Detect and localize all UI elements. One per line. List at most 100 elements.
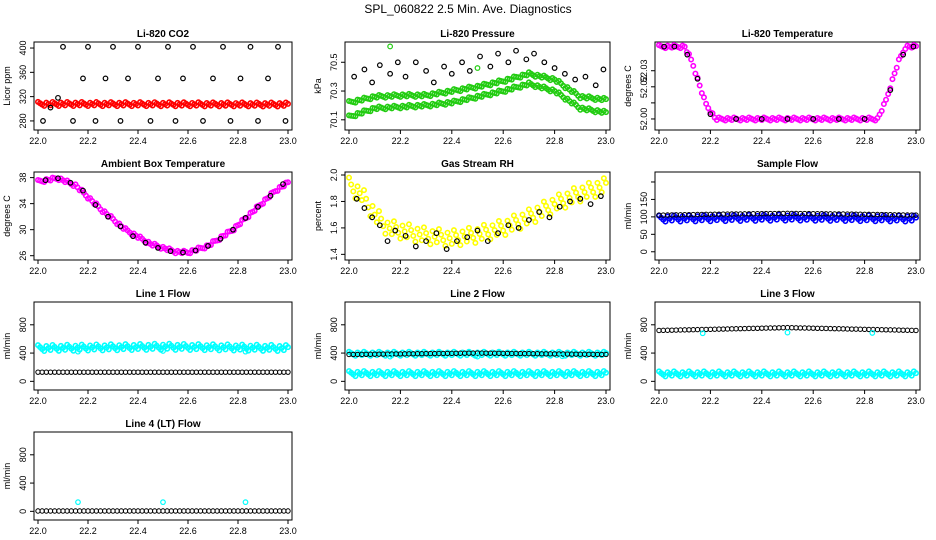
data-point (128, 347, 135, 354)
data-point (669, 327, 675, 333)
plot-frame (344, 301, 611, 391)
data-point (784, 329, 791, 336)
data-point (664, 327, 671, 333)
data-point (363, 195, 370, 202)
data-point (446, 235, 453, 242)
series-line4_out (75, 499, 249, 506)
panel-title: Line 1 Flow (136, 289, 191, 300)
y-axis-label: degrees C (623, 65, 633, 107)
data-point (559, 353, 566, 360)
data-point (448, 240, 455, 247)
series-pressure_upper (345, 69, 609, 106)
data-point (459, 59, 465, 66)
data-point (810, 325, 816, 331)
data-point (592, 193, 599, 200)
data-point (384, 238, 391, 245)
x-tick-label: 22.6 (494, 266, 512, 276)
plot-frame (33, 41, 293, 131)
data-point (414, 225, 421, 232)
x-tick-label: 23.0 (597, 396, 615, 406)
x-tick-label: 22.4 (443, 136, 461, 146)
data-point (487, 63, 494, 70)
data-point (566, 194, 573, 201)
data-point (900, 327, 906, 333)
data-point (767, 217, 774, 224)
data-point (728, 217, 735, 224)
data-point (703, 100, 710, 107)
y-tick-label: 320 (18, 89, 28, 104)
data-point (242, 499, 249, 506)
data-point (155, 75, 161, 82)
data-point (677, 327, 684, 333)
series-pressure_raw (351, 47, 607, 89)
data-point (746, 325, 752, 332)
panel-co2: Li-820 CO2 Licor ppm 22.0 22.2 22.4 22.6 22.8 2… (2, 29, 297, 146)
data-point (390, 218, 397, 225)
data-point (410, 232, 417, 239)
data-point (433, 239, 440, 246)
data-point (515, 225, 522, 231)
data-point (484, 238, 491, 245)
y-tick-label: 70.5 (329, 53, 339, 71)
data-point (513, 216, 520, 223)
data-point (773, 216, 780, 223)
data-point (759, 325, 765, 331)
y-tick-label: 800 (639, 317, 649, 332)
series-box_raw (42, 175, 286, 256)
panel-title: Line 4 (LT) Flow (125, 419, 201, 430)
data-point (376, 222, 383, 229)
data-point (698, 217, 705, 224)
data-point (40, 118, 46, 124)
series-temp_trace (655, 42, 919, 124)
data-point (412, 59, 419, 66)
data-point (399, 222, 406, 229)
data-point (596, 184, 603, 191)
data-point (408, 227, 415, 234)
data-point (803, 216, 810, 223)
data-point (705, 105, 712, 112)
data-point (857, 326, 864, 332)
data-point (200, 118, 206, 124)
x-tick-label: 22.8 (546, 136, 564, 146)
data-point (883, 96, 890, 103)
y-tick-label: 400 (18, 346, 28, 361)
data-point (80, 75, 86, 82)
data-point (686, 327, 692, 333)
data-point (435, 226, 442, 233)
data-point (904, 327, 911, 333)
data-point (561, 70, 568, 77)
data-point (582, 73, 589, 80)
data-point (660, 327, 666, 334)
data-point (386, 225, 393, 232)
data-point (448, 70, 455, 77)
data-point (780, 325, 786, 331)
data-point (388, 231, 395, 238)
data-point (483, 226, 490, 233)
series-rh_trace (345, 174, 609, 249)
data-point (577, 195, 584, 202)
data-point (433, 230, 440, 237)
data-point (423, 238, 430, 245)
data-point (255, 118, 261, 124)
data-point (733, 116, 739, 122)
series-line1_out (75, 348, 249, 355)
data-point (180, 75, 186, 82)
data-point (55, 94, 61, 101)
data-point (737, 325, 744, 332)
data-point (668, 217, 675, 224)
x-tick-label: 22.4 (129, 526, 147, 536)
data-point (814, 325, 821, 331)
data-point (532, 219, 539, 226)
data-point (782, 217, 789, 224)
data-point (900, 51, 907, 58)
data-point (403, 234, 410, 241)
data-point (172, 118, 179, 124)
x-tick-label: 22.6 (494, 396, 512, 406)
y-tick-label: 360 (18, 65, 28, 80)
data-point (412, 243, 419, 250)
x-tick-label: 22.4 (129, 396, 147, 406)
data-point (143, 346, 150, 353)
data-point (703, 326, 709, 333)
data-point (92, 118, 99, 124)
x-tick-label: 22.2 (702, 396, 720, 406)
